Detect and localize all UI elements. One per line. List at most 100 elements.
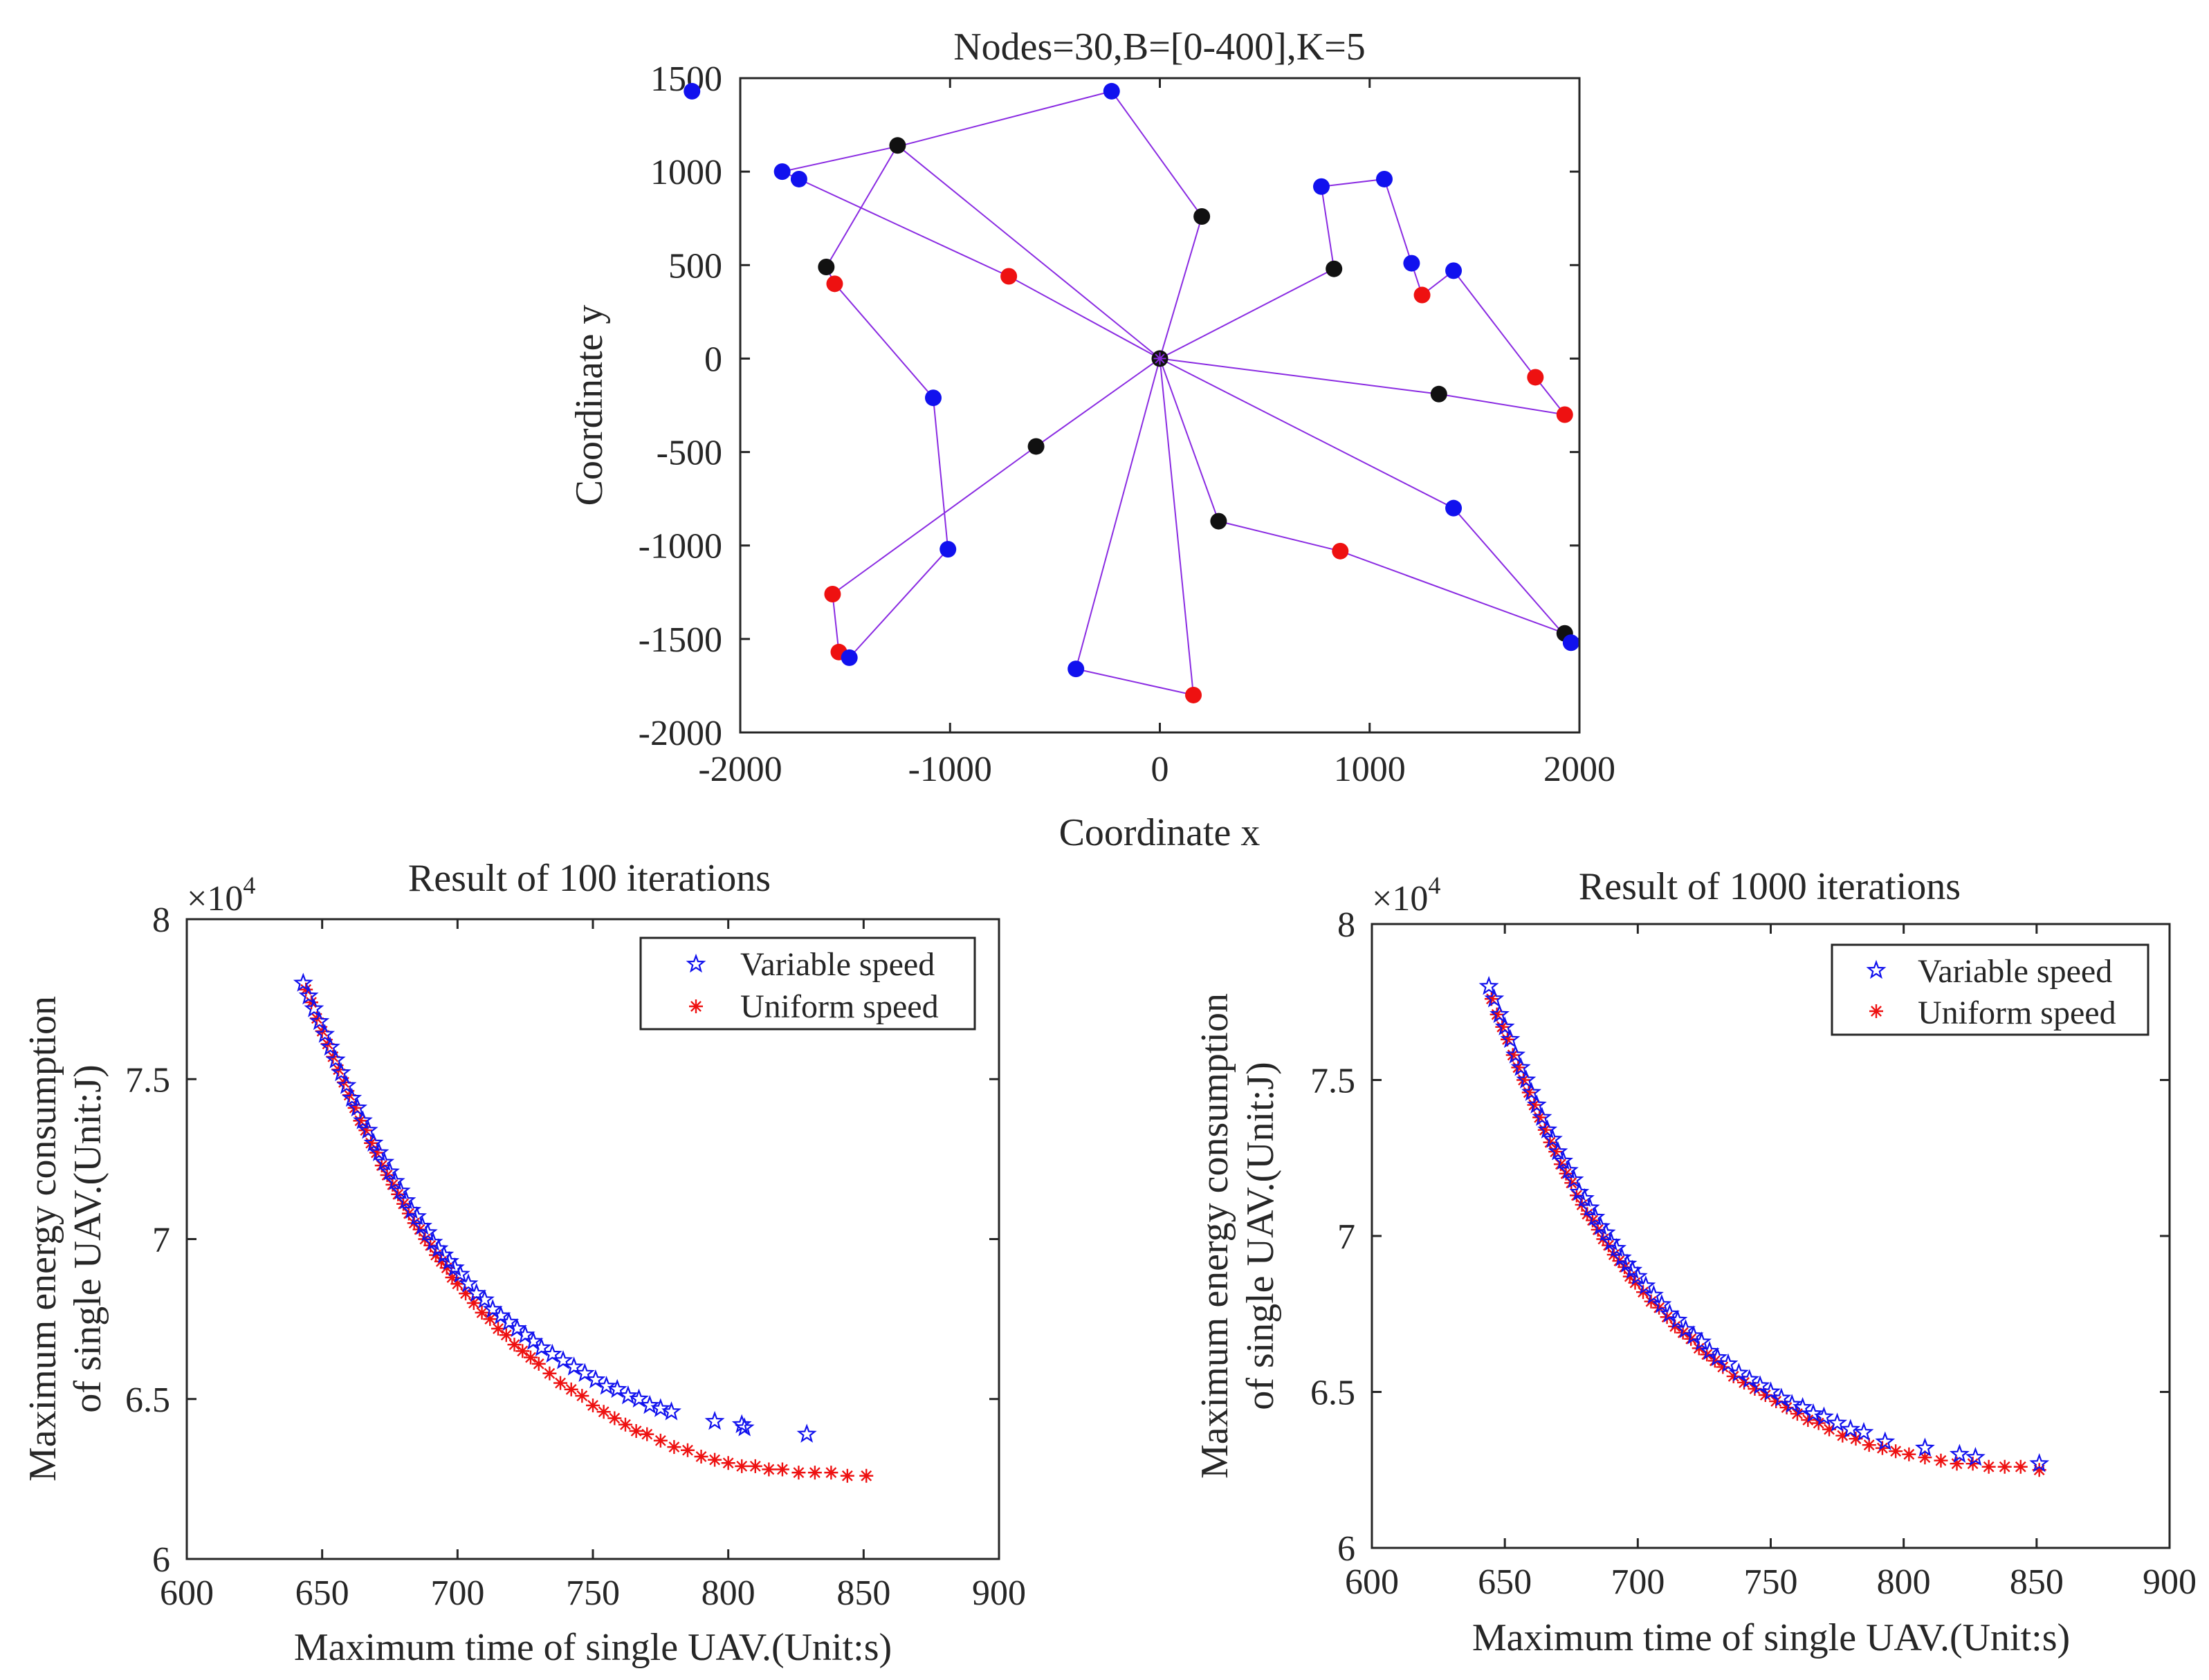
variable-speed-point — [553, 1350, 574, 1369]
uniform-speed-point — [1548, 1145, 1563, 1159]
variable-speed-point — [1644, 1284, 1664, 1304]
variable-speed-point — [331, 1062, 351, 1082]
uniform-speed-point — [1586, 1213, 1600, 1228]
node-point-red — [1332, 542, 1349, 560]
route-map-ticks: -2000 -1000 0 1000 2000 -2000 -1500 -1000 -500 0 5… — [639, 59, 1615, 789]
uniform-speed-point — [840, 1468, 854, 1483]
uniform-speed-point — [391, 1187, 405, 1201]
variable-speed-point — [353, 1110, 373, 1129]
y-tick-label: -2000 — [639, 714, 722, 753]
variable-speed-point — [1827, 1412, 1848, 1432]
iterations-100-ticks: 600 650 700 750 800 850 900 6 6.5 7 7.5 8 — [125, 901, 1026, 1613]
variable-speed-point — [1490, 1004, 1510, 1024]
x-tick-label: 650 — [1478, 1562, 1532, 1602]
variable-speed-point — [1595, 1222, 1616, 1241]
variable-speed-point — [293, 972, 313, 992]
variable-speed-point — [1521, 1082, 1541, 1101]
uniform-speed-point — [1676, 1325, 1690, 1340]
legend-marker-uniform-speed — [689, 999, 703, 1013]
node-point-blue — [1445, 262, 1463, 279]
iterations-100-exponent-base: ×10 — [187, 879, 243, 919]
uniform-speed-point — [1527, 1098, 1541, 1112]
node-point-blue — [939, 541, 957, 558]
legend-label-uniform-speed: Uniform speed — [1918, 995, 2116, 1031]
uniform-speed-point — [1849, 1432, 1863, 1446]
uniform-speed-point — [1700, 1347, 1714, 1362]
variable-speed-point — [450, 1264, 470, 1283]
uniform-speed-point — [1726, 1369, 1741, 1383]
node-point-red — [826, 275, 843, 293]
uniform-speed-point — [445, 1271, 459, 1284]
variable-speed-point — [618, 1385, 639, 1405]
uniform-speed-point — [1644, 1294, 1658, 1309]
variable-speed-point — [1692, 1331, 1712, 1351]
uniform-speed-point — [385, 1177, 400, 1192]
variable-speed-point — [564, 1356, 585, 1376]
node-point-blue — [1313, 178, 1330, 195]
legend-label-uniform-speed: Uniform speed — [740, 988, 939, 1025]
variable-speed-point — [796, 1423, 817, 1443]
uniform-speed-point — [1875, 1441, 1889, 1455]
legend-symbol-variable-speed — [686, 953, 706, 973]
uniform-speed-point — [429, 1248, 443, 1262]
legend-symbol-uniform-speed — [1869, 1004, 1883, 1018]
node-point-black — [1326, 260, 1343, 277]
node-point-blue — [1445, 499, 1463, 517]
variable-speed-point — [1771, 1387, 1792, 1407]
variable-speed-point — [363, 1132, 384, 1152]
variable-speed-point — [390, 1180, 411, 1200]
uniform-speed-point — [1707, 1354, 1722, 1368]
variable-speed-point — [1585, 1206, 1606, 1226]
uniform-speed-point — [459, 1286, 473, 1301]
node-point-blue — [1403, 255, 1420, 272]
variable-speed-point — [1575, 1188, 1595, 1208]
uniform-speed-point — [694, 1450, 708, 1464]
variable-speed-point — [531, 1337, 552, 1357]
uniform-speed-point — [507, 1338, 522, 1352]
uniform-speed-point — [653, 1433, 668, 1448]
node-point-blue — [1103, 82, 1120, 100]
y-tick-label: 6 — [152, 1540, 170, 1580]
legend-box — [639, 936, 976, 1031]
y-tick-label: 7 — [1337, 1217, 1355, 1257]
iterations-100-ylabel-line1: Maximum energy consumption — [21, 996, 64, 1481]
uniform-speed-point — [1490, 1007, 1504, 1022]
x-tick-label: 750 — [566, 1573, 620, 1613]
node-point-blue — [1067, 661, 1085, 678]
variable-speed-point — [1761, 1381, 1781, 1401]
y-tick-label: 8 — [1337, 905, 1355, 945]
legend-marker-uniform-speed — [1869, 1004, 1883, 1018]
x-tick-label: 900 — [2143, 1562, 2197, 1602]
node-point-red — [1527, 369, 1544, 386]
uniform-speed-point — [1889, 1444, 1903, 1459]
variable-speed-point — [336, 1075, 357, 1094]
variable-speed-point — [1579, 1197, 1600, 1217]
uniform-speed-point — [450, 1277, 465, 1291]
uniform-speed-point — [791, 1466, 806, 1480]
uniform-speed-point — [353, 1114, 367, 1128]
uniform-speed-point — [748, 1459, 762, 1473]
x-tick-label: 750 — [1744, 1562, 1798, 1602]
uniform-speed-point — [1716, 1360, 1730, 1374]
variable-speed-point — [661, 1401, 681, 1421]
node-point-blue — [1562, 634, 1579, 652]
variable-speed-point — [1853, 1421, 1874, 1441]
node-point-red — [824, 585, 841, 602]
variable-speed-point — [458, 1273, 479, 1293]
node-point-black — [1193, 208, 1211, 225]
uniform-speed-point — [1636, 1285, 1651, 1300]
uniform-speed-point — [1684, 1331, 1698, 1346]
x-tick-label: 900 — [972, 1573, 1026, 1613]
route-map-nodes — [684, 82, 1579, 703]
uniform-speed-point — [380, 1168, 394, 1182]
uniform-speed-point — [1934, 1453, 1948, 1468]
uniform-speed-point — [1769, 1394, 1784, 1409]
uniform-speed-point — [2013, 1459, 2028, 1474]
variable-speed-point — [1781, 1394, 1802, 1413]
x-tick-label: 0 — [1151, 750, 1169, 789]
uniform-speed-point — [1505, 1048, 1520, 1062]
y-tick-label: 7 — [152, 1221, 170, 1260]
uniform-speed-point — [807, 1466, 822, 1480]
variable-speed-point — [1505, 1044, 1526, 1064]
variable-speed-point — [1478, 975, 1499, 995]
